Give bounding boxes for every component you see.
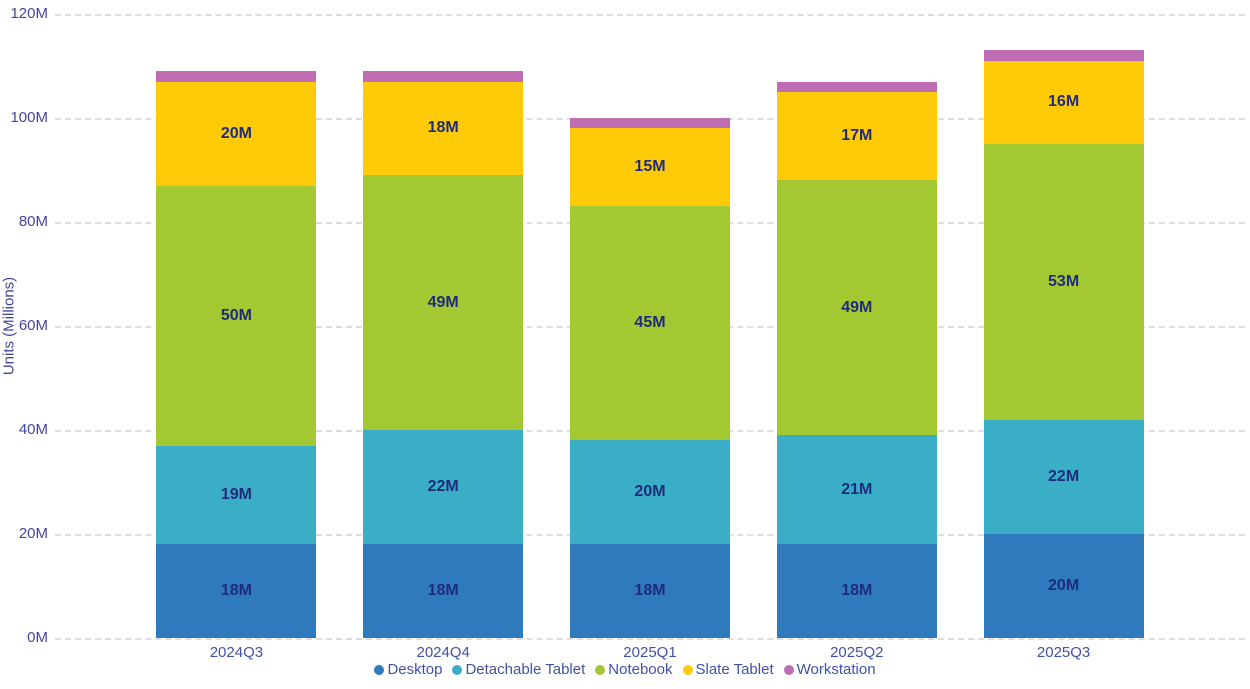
bar-segment-desktop[interactable]: 18M [156, 544, 317, 638]
bar-2024q4: 18M 22M 49M 18M [363, 71, 524, 638]
y-tick-label: 120M [10, 5, 48, 22]
legend-dot-icon [682, 664, 693, 675]
bar-segment-slate-tablet[interactable]: 20M [156, 81, 317, 186]
bar-value-label: 20M [220, 124, 252, 142]
bar-value-label: 20M [1048, 577, 1080, 594]
bar-value-label: 21M [841, 480, 873, 498]
bar-2025q1: 18M 20M 45M 15M [569, 118, 730, 638]
bar-segment-notebook[interactable]: 50M [156, 185, 317, 446]
bar-value-label: 22M [427, 478, 459, 496]
bar-segment-slate-tablet[interactable]: 18M [363, 81, 524, 176]
x-tick-label: 2025Q3 [1036, 644, 1091, 661]
bar-segment-notebook[interactable]: 49M [363, 175, 524, 431]
y-tick-label: 0M [27, 629, 48, 646]
gridline [55, 638, 1245, 640]
bar-segment-detachable-tablet[interactable]: 20M [569, 440, 730, 545]
y-tick-label: 80M [18, 213, 48, 230]
bars-area: 18M 19M 50M 20M 2024Q3 18M 22M 49M 18M 2024Q4 18M 2… [133, 14, 1167, 661]
bar-value-label: 49M [841, 298, 873, 316]
bar-segment-notebook[interactable]: 49M [776, 180, 937, 436]
x-tick-label: 2025Q1 [623, 644, 677, 661]
bar-value-label: 50M [220, 306, 252, 324]
category-slot-2024q3: 18M 19M 50M 20M 2024Q3 [133, 14, 340, 661]
bar-2024q3: 18M 19M 50M 20M [156, 71, 317, 638]
y-tick-label: 40M [18, 421, 48, 438]
bar-value-label: 45M [634, 314, 666, 332]
y-tick-label: 60M [18, 317, 48, 334]
bar-segment-detachable-tablet[interactable]: 21M [776, 435, 937, 545]
bar-segment-workstation[interactable] [156, 71, 317, 82]
bar-value-label: 20M [634, 483, 666, 501]
legend-dot-icon [374, 664, 385, 675]
category-slot-2025q2: 18M 21M 49M 17M 2025Q2 [753, 14, 960, 661]
bar-value-label: 16M [1048, 93, 1080, 111]
bar-segment-workstation[interactable] [776, 81, 937, 93]
category-slot-2025q1: 18M 20M 45M 15M 2025Q1 [547, 14, 754, 661]
bar-value-label: 18M [841, 582, 873, 600]
bar-value-label: 18M [427, 119, 459, 137]
bar-value-label: 18M [427, 582, 459, 600]
bar-value-label: 17M [841, 127, 873, 145]
bar-value-label: 19M [220, 486, 252, 503]
bar-segment-slate-tablet[interactable]: 16M [983, 60, 1144, 145]
bar-value-label: 18M [220, 582, 252, 600]
y-axis: 0M 20M 40M 60M 80M 100M 120M [0, 5, 48, 646]
legend-item-label: Workstation [796, 661, 876, 678]
bar-segment-slate-tablet[interactable]: 15M [569, 128, 730, 207]
bar-segment-desktop[interactable]: 18M [363, 544, 524, 638]
legend-dot-icon [783, 664, 794, 675]
bar-2025q3: 20M 22M 53M 16M [983, 50, 1144, 638]
bar-segment-desktop[interactable]: 20M [983, 534, 1144, 638]
bar-segment-slate-tablet[interactable]: 17M [776, 92, 937, 181]
bar-segment-workstation[interactable] [363, 71, 524, 82]
legend-dot-icon [452, 664, 463, 675]
x-tick-label: 2024Q3 [209, 644, 264, 661]
legend-item-desktop[interactable]: Desktop [374, 661, 442, 678]
bar-segment-detachable-tablet[interactable]: 19M [156, 445, 317, 545]
gridline [55, 14, 1245, 16]
bar-segment-detachable-tablet[interactable]: 22M [983, 419, 1144, 534]
bar-segment-workstation[interactable] [983, 50, 1144, 61]
bar-segment-workstation[interactable] [569, 118, 730, 129]
legend-item-detachable-tablet[interactable]: Detachable Tablet [452, 661, 585, 678]
legend-item-label: Desktop [387, 661, 443, 678]
bar-segment-notebook[interactable]: 53M [983, 144, 1144, 420]
bar-segment-notebook[interactable]: 45M [569, 206, 730, 441]
x-tick-label: 2025Q2 [830, 644, 884, 661]
legend-item-workstation[interactable]: Workstation [783, 661, 876, 678]
bar-segment-desktop[interactable]: 18M [776, 544, 937, 638]
y-tick-label: 20M [18, 525, 48, 542]
bar-2025q2: 18M 21M 49M 17M [776, 81, 937, 638]
legend-item-label: Slate Tablet [695, 661, 774, 678]
legend-item-label: Detachable Tablet [465, 661, 586, 678]
bar-value-label: 53M [1048, 272, 1080, 290]
category-slot-2024q4: 18M 22M 49M 18M 2024Q4 [340, 14, 547, 661]
y-tick-label: 100M [10, 109, 48, 126]
legend-item-notebook[interactable]: Notebook [595, 661, 673, 678]
bar-segment-detachable-tablet[interactable]: 22M [363, 430, 524, 545]
legend-item-slate-tablet[interactable]: Slate Tablet [682, 661, 774, 678]
bar-value-label: 18M [634, 582, 666, 600]
bar-value-label: 22M [1048, 467, 1080, 485]
legend: Desktop Detachable Tablet Notebook Slate Ta… [0, 661, 1250, 678]
bar-value-label: 49M [427, 293, 459, 311]
x-tick-label: 2024Q4 [416, 644, 470, 661]
category-slot-2025q3: 20M 22M 53M 16M 2025Q3 [960, 14, 1167, 661]
legend-dot-icon [595, 664, 606, 675]
bar-segment-desktop[interactable]: 18M [569, 544, 730, 638]
legend-item-label: Notebook [608, 661, 673, 678]
bar-value-label: 15M [634, 158, 666, 176]
